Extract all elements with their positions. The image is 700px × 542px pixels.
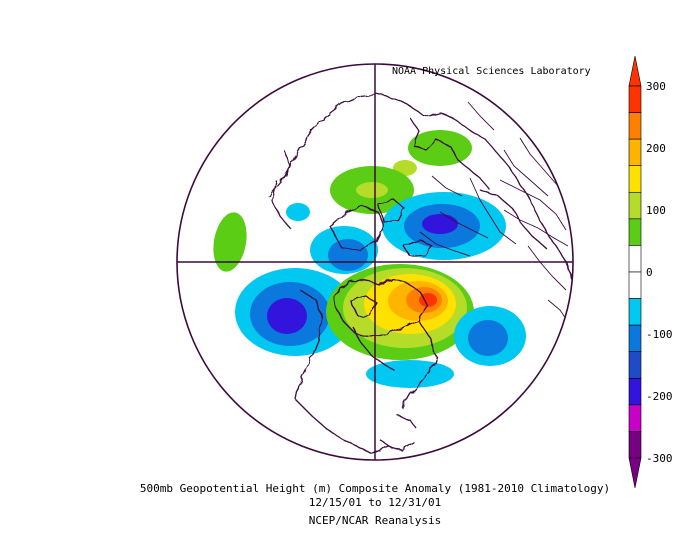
colorbar-bin: [628, 431, 642, 459]
credit-label: NOAA Physical Sciences Laboratory: [392, 66, 591, 77]
map-title: 500mb Geopotential Height (m) Composite …: [139, 482, 611, 495]
colorbar-tick-label: 100: [646, 204, 666, 217]
coastlines: [267, 93, 573, 455]
colorbar-bin: [628, 218, 642, 246]
negative-anomaly-east: [454, 306, 526, 366]
negative-anomaly-south: [366, 360, 454, 388]
colorbar-tick-label: 200: [646, 142, 666, 155]
map-frame: [176, 63, 574, 461]
colorbar-tick-label: -300: [646, 452, 673, 465]
colorbar-arrow-top: [628, 55, 642, 87]
colorbar-arrow-bottom: [628, 457, 642, 489]
colorbar-bin: [628, 271, 642, 299]
colorbar-bin: [628, 138, 642, 167]
colorbar-bin: [628, 351, 642, 379]
colorbar-tick-label: -200: [646, 390, 673, 403]
colorbar-bin: [628, 377, 642, 406]
colorbar-bin: [628, 298, 642, 326]
positive-anomaly-north-europe: [330, 130, 472, 214]
colorbar-tick-label: 300: [646, 80, 666, 93]
colorbar-bin: [628, 324, 642, 353]
colorbar-bin: [628, 191, 642, 220]
colorbar-tick-label: 0: [646, 266, 653, 279]
date-range: 12/15/01 to 12/31/01: [308, 496, 442, 509]
positive-anomaly-central: [326, 264, 474, 360]
positive-anomaly-pacific: [213, 212, 247, 272]
colorbar-tick-label: -100: [646, 328, 673, 341]
negative-anomaly-arctic: [286, 203, 378, 274]
country-borders: [419, 101, 569, 323]
colorbar: [628, 55, 642, 489]
colorbar-bin: [628, 112, 642, 140]
dataset-label: NCEP/NCAR Reanalysis: [308, 514, 442, 527]
colorbar-bin: [628, 245, 642, 273]
negative-anomaly-north-pacific: [235, 268, 355, 356]
colorbar-bin: [628, 85, 642, 113]
colorbar-bin: [628, 404, 642, 432]
negative-anomaly-siberia: [382, 192, 506, 260]
colorbar-bin: [628, 165, 642, 193]
